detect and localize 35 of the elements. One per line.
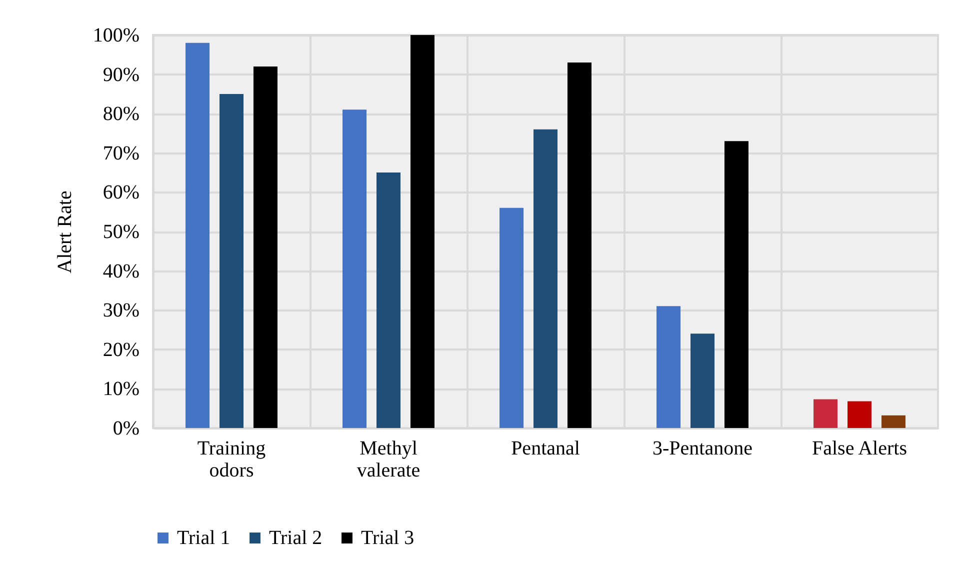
y-tick-label: 0% — [112, 418, 140, 440]
bar — [567, 62, 592, 428]
bar — [220, 94, 244, 428]
bar — [690, 334, 714, 428]
y-tick-label: 60% — [102, 182, 140, 204]
y-tick-label: 90% — [102, 64, 140, 86]
bar — [410, 35, 434, 428]
y-axis-title: Alert Rate — [54, 190, 76, 274]
bar — [656, 306, 681, 428]
y-tick-label: 50% — [102, 221, 140, 243]
x-tick-label: Training odors — [197, 438, 266, 482]
x-tick-label: 3-Pentanone — [652, 438, 753, 460]
x-tick-label: Pentanal — [511, 438, 580, 460]
legend-label: Trial 2 — [269, 527, 322, 549]
bar — [253, 66, 278, 428]
bar — [342, 110, 367, 428]
bar — [186, 42, 210, 428]
y-tick-label: 20% — [102, 338, 140, 361]
y-tick-label: 40% — [102, 260, 140, 282]
bar — [848, 401, 872, 428]
legend-label: Trial 1 — [177, 527, 230, 549]
bar — [500, 208, 524, 428]
x-tick-label: False Alerts — [812, 438, 908, 460]
bar — [534, 129, 558, 428]
y-tick-label: 80% — [102, 103, 140, 126]
bar — [376, 172, 400, 428]
bar — [881, 415, 906, 428]
y-tick-label: 100% — [92, 24, 140, 46]
y-tick-label: 10% — [102, 378, 140, 400]
bar — [724, 141, 748, 428]
bar — [814, 399, 838, 428]
x-tick-label: Methyl valerate — [356, 438, 420, 482]
y-tick-label: 70% — [102, 142, 140, 164]
legend-label: Trial 3 — [361, 527, 414, 549]
y-tick-label: 30% — [102, 300, 140, 322]
